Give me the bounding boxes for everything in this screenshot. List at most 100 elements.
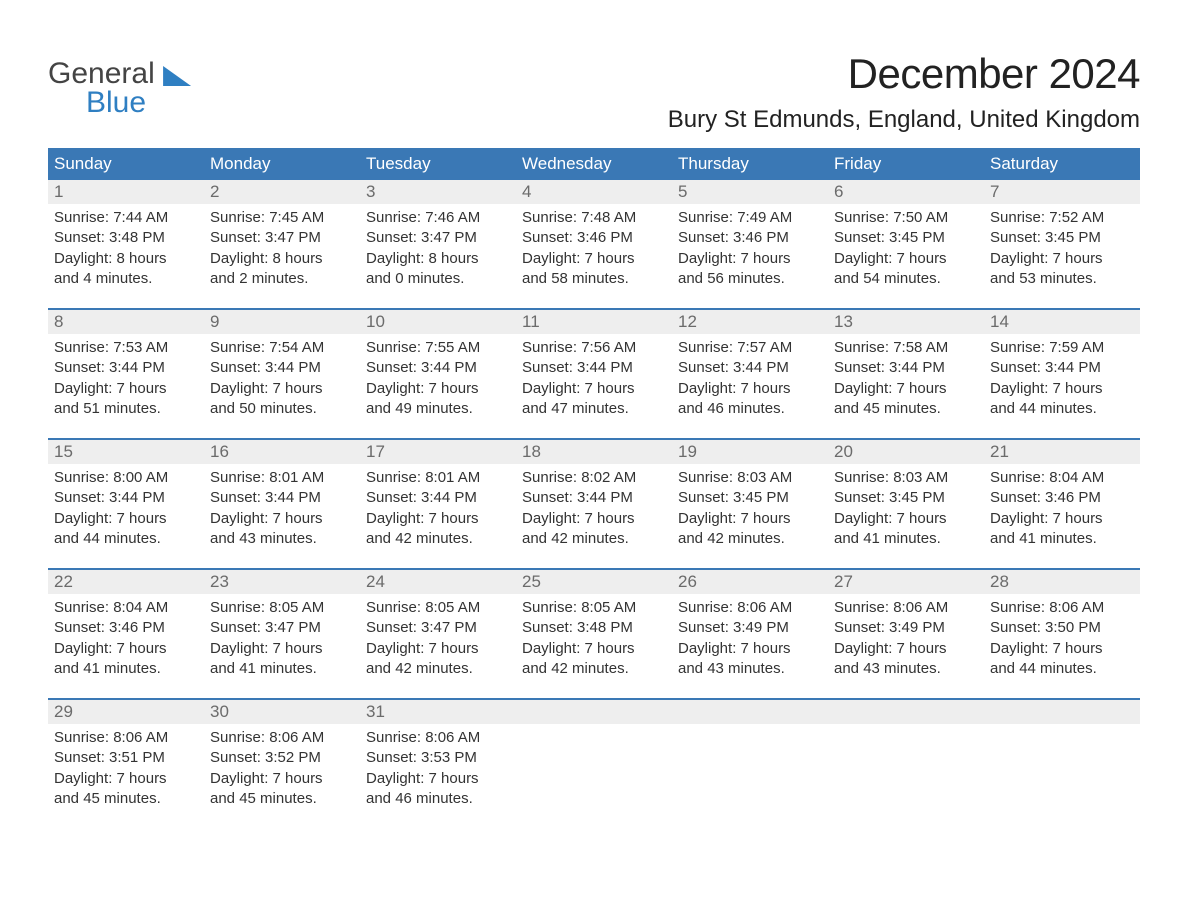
day-number: 2 — [204, 180, 360, 204]
day-sunrise: Sunrise: 8:05 AM — [522, 598, 666, 618]
day-sunrise: Sunrise: 8:04 AM — [54, 598, 198, 618]
day-number: 23 — [204, 570, 360, 594]
day-detail: Sunrise: 8:04 AMSunset: 3:46 PMDaylight:… — [984, 464, 1140, 554]
day-number: 8 — [48, 310, 204, 334]
day-sunrise: Sunrise: 8:00 AM — [54, 468, 198, 488]
day-sunset: Sunset: 3:46 PM — [522, 228, 666, 248]
day-daylight1: Daylight: 7 hours — [834, 509, 978, 529]
day-daylight1: Daylight: 7 hours — [990, 509, 1134, 529]
day-daylight2: and 41 minutes. — [834, 529, 978, 549]
day-sunrise: Sunrise: 8:01 AM — [366, 468, 510, 488]
day-number: 18 — [516, 440, 672, 464]
day-detail: Sunrise: 8:06 AMSunset: 3:49 PMDaylight:… — [672, 594, 828, 684]
logo-word-blue: Blue — [48, 89, 191, 118]
day-detail: Sunrise: 8:06 AMSunset: 3:50 PMDaylight:… — [984, 594, 1140, 684]
day-number — [828, 700, 984, 724]
day-daylight1: Daylight: 7 hours — [990, 639, 1134, 659]
day-detail: Sunrise: 8:01 AMSunset: 3:44 PMDaylight:… — [360, 464, 516, 554]
day-detail — [516, 724, 672, 814]
day-detail: Sunrise: 7:55 AMSunset: 3:44 PMDaylight:… — [360, 334, 516, 424]
day-daylight2: and 46 minutes. — [678, 399, 822, 419]
day-daylight1: Daylight: 7 hours — [678, 249, 822, 269]
week-block: 15161718192021 Sunrise: 8:00 AM Sunset: 3:… — [48, 438, 1140, 554]
weekday-header: Thursday — [672, 148, 828, 180]
daynum-row: 293031 — [48, 700, 1140, 724]
day-number: 21 — [984, 440, 1140, 464]
weeks-container: 1234567Sunrise: 7:44 AMSunset: 3:48 PMDa… — [48, 180, 1140, 814]
weekday-header: Sunday — [48, 148, 204, 180]
day-number: 9 — [204, 310, 360, 334]
day-detail: Sunrise: 8:06 AMSunset: 3:51 PMDaylight:… — [48, 724, 204, 814]
header: General Blue December 2024 Bury St Edmun… — [48, 50, 1140, 134]
day-detail — [984, 724, 1140, 814]
detail-row: Sunrise: 7:44 AMSunset: 3:48 PMDaylight:… — [48, 204, 1140, 294]
daynum-row: 15161718192021 — [48, 440, 1140, 464]
day-number: 10 — [360, 310, 516, 334]
day-number: 24 — [360, 570, 516, 594]
day-number: 26 — [672, 570, 828, 594]
day-number: 12 — [672, 310, 828, 334]
day-sunrise: Sunrise: 8:06 AM — [990, 598, 1134, 618]
day-daylight1: Daylight: 7 hours — [522, 509, 666, 529]
day-daylight2: and 56 minutes. — [678, 269, 822, 289]
day-daylight1: Daylight: 7 hours — [990, 249, 1134, 269]
day-sunset: Sunset: 3:47 PM — [210, 228, 354, 248]
day-number: 13 — [828, 310, 984, 334]
day-daylight2: and 54 minutes. — [834, 269, 978, 289]
day-daylight1: Daylight: 7 hours — [366, 379, 510, 399]
day-sunrise: Sunrise: 8:02 AM — [522, 468, 666, 488]
day-detail: Sunrise: 7:49 AMSunset: 3:46 PMDaylight:… — [672, 204, 828, 294]
day-sunrise: Sunrise: 7:45 AM — [210, 208, 354, 228]
day-sunrise: Sunrise: 7:52 AM — [990, 208, 1134, 228]
detail-row: Sunrise: 8:00 AM Sunset: 3:44 PM Daylight:… — [48, 464, 1140, 554]
day-sunset: Sunset: 3:45 PM — [834, 228, 978, 248]
day-sunset: Sunset: 3:46 PM — [678, 228, 822, 248]
day-sunset: Sunset: 3:44 PM — [54, 358, 198, 378]
day-daylight2: and 42 minutes. — [366, 659, 510, 679]
day-sunset: Sunset: 3:47 PM — [210, 618, 354, 638]
day-detail: Sunrise: 8:03 AMSunset: 3:45 PMDaylight:… — [828, 464, 984, 554]
weekday-header-row: Sunday Monday Tuesday Wednesday Thursday… — [48, 148, 1140, 180]
day-sunrise: Sunrise: 7:49 AM — [678, 208, 822, 228]
day-sunrise: Sunrise: 8:03 AM — [834, 468, 978, 488]
day-daylight2: and 43 minutes. — [678, 659, 822, 679]
day-sunset: Sunset: 3:44 PM — [210, 488, 354, 508]
day-detail: Sunrise: 8:03 AMSunset: 3:45 PMDaylight:… — [672, 464, 828, 554]
week-block: 1234567Sunrise: 7:44 AMSunset: 3:48 PMDa… — [48, 180, 1140, 294]
logo: General Blue — [48, 50, 191, 117]
day-daylight2: and 0 minutes. — [366, 269, 510, 289]
day-sunset: Sunset: 3:48 PM — [54, 228, 198, 248]
day-sunrise: Sunrise: 7:59 AM — [990, 338, 1134, 358]
day-daylight1: Daylight: 7 hours — [990, 379, 1134, 399]
day-number: 6 — [828, 180, 984, 204]
day-sunset: Sunset: 3:44 PM — [366, 358, 510, 378]
day-sunset: Sunset: 3:44 PM — [522, 358, 666, 378]
day-number: 29 — [48, 700, 204, 724]
day-daylight2: and 50 minutes. — [210, 399, 354, 419]
location: Bury St Edmunds, England, United Kingdom — [668, 106, 1140, 134]
day-detail: Sunrise: 7:45 AMSunset: 3:47 PMDaylight:… — [204, 204, 360, 294]
day-detail: Sunrise: 8:00 AMSunset: 3:44 PMDaylight:… — [48, 464, 204, 554]
day-detail: Sunrise: 7:58 AMSunset: 3:44 PMDaylight:… — [828, 334, 984, 424]
day-daylight1: Daylight: 8 hours — [366, 249, 510, 269]
day-sunset: Sunset: 3:44 PM — [834, 358, 978, 378]
day-daylight2: and 46 minutes. — [366, 789, 510, 809]
day-number: 4 — [516, 180, 672, 204]
day-sunrise: Sunrise: 8:06 AM — [366, 728, 510, 748]
day-daylight2: and 42 minutes. — [522, 659, 666, 679]
day-detail: Sunrise: 7:46 AMSunset: 3:47 PMDaylight:… — [360, 204, 516, 294]
day-daylight1: Daylight: 7 hours — [522, 379, 666, 399]
day-daylight1: Daylight: 7 hours — [210, 639, 354, 659]
day-sunset: Sunset: 3:44 PM — [366, 488, 510, 508]
day-daylight2: and 2 minutes. — [210, 269, 354, 289]
day-sunset: Sunset: 3:47 PM — [366, 618, 510, 638]
logo-text: General Blue — [48, 60, 191, 117]
day-daylight2: and 44 minutes. — [990, 399, 1134, 419]
day-number: 22 — [48, 570, 204, 594]
day-sunrise: Sunrise: 8:06 AM — [678, 598, 822, 618]
day-number: 1 — [48, 180, 204, 204]
day-daylight1: Daylight: 7 hours — [366, 639, 510, 659]
day-sunrise: Sunrise: 7:56 AM — [522, 338, 666, 358]
day-detail: Sunrise: 8:06 AMSunset: 3:53 PMDaylight:… — [360, 724, 516, 814]
day-daylight2: and 45 minutes. — [54, 789, 198, 809]
